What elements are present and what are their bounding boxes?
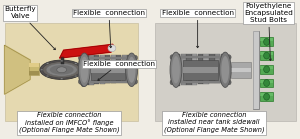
Bar (29, 71, 39, 75)
Ellipse shape (40, 60, 83, 80)
Ellipse shape (170, 52, 182, 87)
Ellipse shape (264, 93, 269, 100)
Ellipse shape (108, 45, 116, 52)
Text: Butterfly
Valve: Butterfly Valve (4, 7, 55, 50)
Ellipse shape (80, 57, 88, 83)
Ellipse shape (170, 55, 174, 60)
Bar (91, 60, 125, 80)
Bar (29, 63, 39, 67)
Ellipse shape (50, 65, 74, 75)
Bar (181, 54, 186, 85)
Bar (253, 31, 259, 109)
Ellipse shape (264, 66, 269, 73)
Text: Flexible  connection: Flexible connection (83, 61, 155, 80)
Bar (186, 54, 192, 85)
Ellipse shape (264, 80, 269, 86)
Bar (183, 67, 218, 73)
Ellipse shape (46, 75, 49, 77)
Ellipse shape (74, 75, 77, 77)
Ellipse shape (46, 63, 49, 64)
Bar (172, 81, 229, 83)
Ellipse shape (134, 55, 137, 60)
Bar (260, 92, 274, 101)
Ellipse shape (170, 80, 174, 85)
Bar (89, 54, 94, 85)
Bar (122, 54, 127, 82)
Bar (260, 52, 274, 55)
Bar (203, 54, 209, 84)
Bar (105, 54, 110, 83)
Bar (29, 63, 39, 75)
Ellipse shape (227, 80, 231, 85)
Ellipse shape (43, 62, 81, 78)
Bar (231, 62, 251, 78)
Bar (116, 54, 122, 82)
Ellipse shape (264, 52, 269, 59)
Ellipse shape (80, 69, 83, 71)
Text: Flexible  connection: Flexible connection (162, 10, 234, 48)
Bar (220, 54, 226, 83)
Bar (192, 54, 197, 85)
Ellipse shape (78, 53, 90, 86)
Bar (94, 54, 100, 84)
Ellipse shape (219, 52, 231, 87)
Ellipse shape (264, 39, 269, 45)
Bar (260, 39, 274, 41)
Bar (111, 54, 116, 83)
Ellipse shape (134, 79, 137, 84)
Ellipse shape (40, 69, 43, 71)
Bar (100, 54, 105, 84)
Ellipse shape (126, 53, 137, 86)
Bar (175, 54, 180, 86)
Text: Flexible connection
installed on IMFCO° flange
(Optional Flange Mate Shown): Flexible connection installed on IMFCO° … (19, 112, 119, 133)
Ellipse shape (46, 63, 77, 76)
Ellipse shape (78, 55, 82, 60)
Bar (253, 31, 259, 109)
Bar (231, 68, 251, 72)
Ellipse shape (128, 57, 136, 83)
Ellipse shape (60, 60, 63, 62)
Text: Flexible connection
installed near tank sidewall
(Optional Flange Mate Shown): Flexible connection installed near tank … (164, 112, 264, 133)
Ellipse shape (74, 63, 77, 64)
Bar (183, 60, 218, 80)
Bar (80, 81, 136, 83)
Ellipse shape (227, 55, 231, 60)
Bar (260, 93, 274, 96)
Bar (260, 65, 274, 74)
Text: Polyethylene
Encapsulated
Stud Bolts: Polyethylene Encapsulated Stud Bolts (244, 3, 293, 60)
Ellipse shape (60, 78, 63, 80)
Bar (61, 57, 64, 64)
Bar (80, 57, 136, 59)
Ellipse shape (221, 56, 229, 84)
Bar (260, 66, 274, 69)
Bar (260, 51, 274, 60)
Polygon shape (4, 45, 30, 60)
Bar (260, 38, 274, 46)
Bar (215, 54, 220, 83)
Ellipse shape (57, 67, 67, 73)
Bar (91, 67, 125, 73)
Bar (127, 54, 132, 81)
Bar (198, 54, 203, 84)
Bar (4, 23, 137, 121)
Ellipse shape (78, 79, 82, 84)
Bar (172, 56, 229, 58)
Bar (83, 54, 88, 85)
Bar (209, 54, 214, 84)
Bar (260, 80, 274, 83)
Polygon shape (60, 44, 113, 58)
Ellipse shape (78, 53, 88, 86)
Bar (155, 23, 296, 121)
Ellipse shape (172, 56, 180, 84)
Polygon shape (4, 45, 30, 94)
Bar (260, 79, 274, 87)
Text: Flexible  connection: Flexible connection (73, 10, 145, 48)
